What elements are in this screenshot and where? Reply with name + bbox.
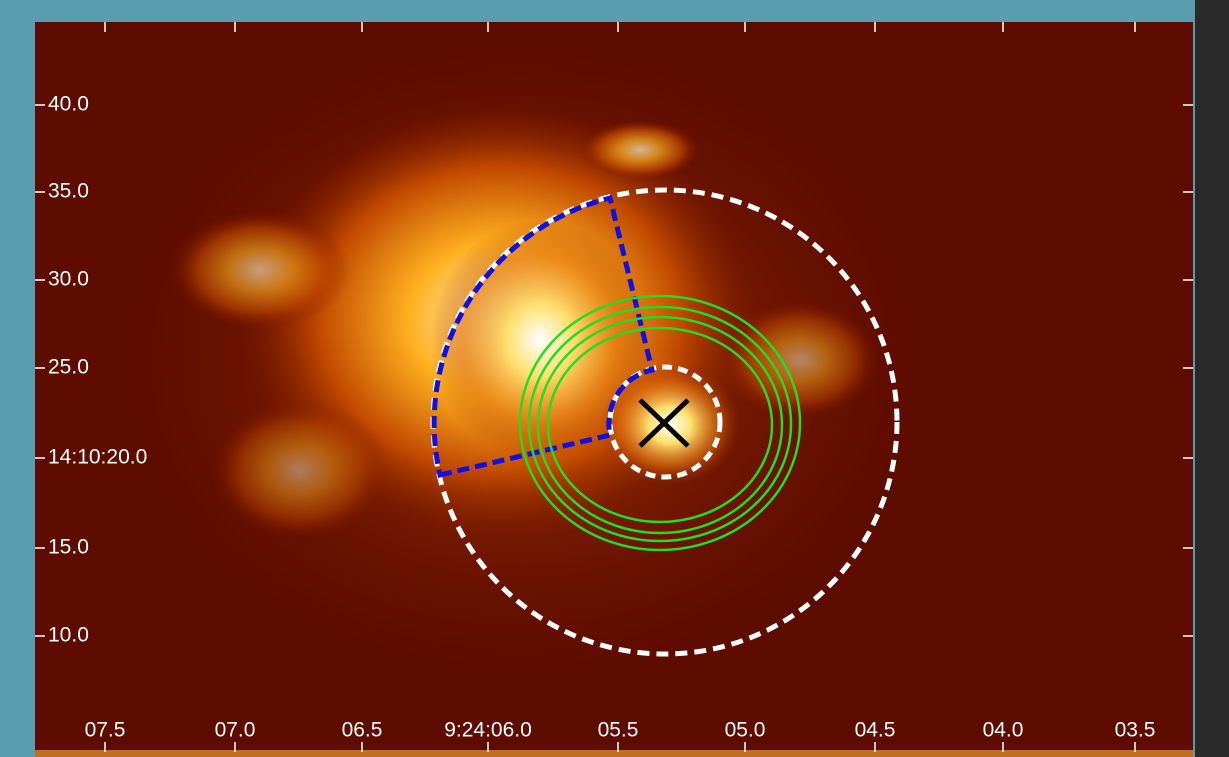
- page: 40.0 35.0 30.0 25.0 14:10:20.0 15.0 10.0 07.5 07…: [0, 0, 1229, 757]
- right-edge: [1195, 0, 1229, 757]
- y-label: 30.0: [48, 268, 89, 291]
- y-label: 14:10:20.0: [48, 446, 147, 469]
- x-label: 05.0: [725, 719, 766, 742]
- x-label: 04.0: [983, 719, 1024, 742]
- x-label: 03.5: [1115, 719, 1156, 742]
- x-label: 07.5: [85, 719, 126, 742]
- y-label: 10.0: [48, 624, 89, 647]
- y-label: 15.0: [48, 536, 89, 559]
- x-label: 9:24:06.0: [444, 719, 532, 742]
- y-label: 35.0: [48, 180, 89, 203]
- x-label: 07.0: [215, 719, 256, 742]
- x-label: 05.5: [598, 719, 639, 742]
- y-label: 25.0: [48, 356, 89, 379]
- x-label: 06.5: [342, 719, 383, 742]
- screenshot: 40.0 35.0 30.0 25.0 14:10:20.0 15.0 10.0 07.5 07…: [0, 0, 1229, 757]
- bottom-strip: [35, 750, 1193, 757]
- y-label: 40.0: [48, 93, 89, 116]
- sky-image: [35, 22, 1193, 752]
- x-label: 04.5: [855, 719, 896, 742]
